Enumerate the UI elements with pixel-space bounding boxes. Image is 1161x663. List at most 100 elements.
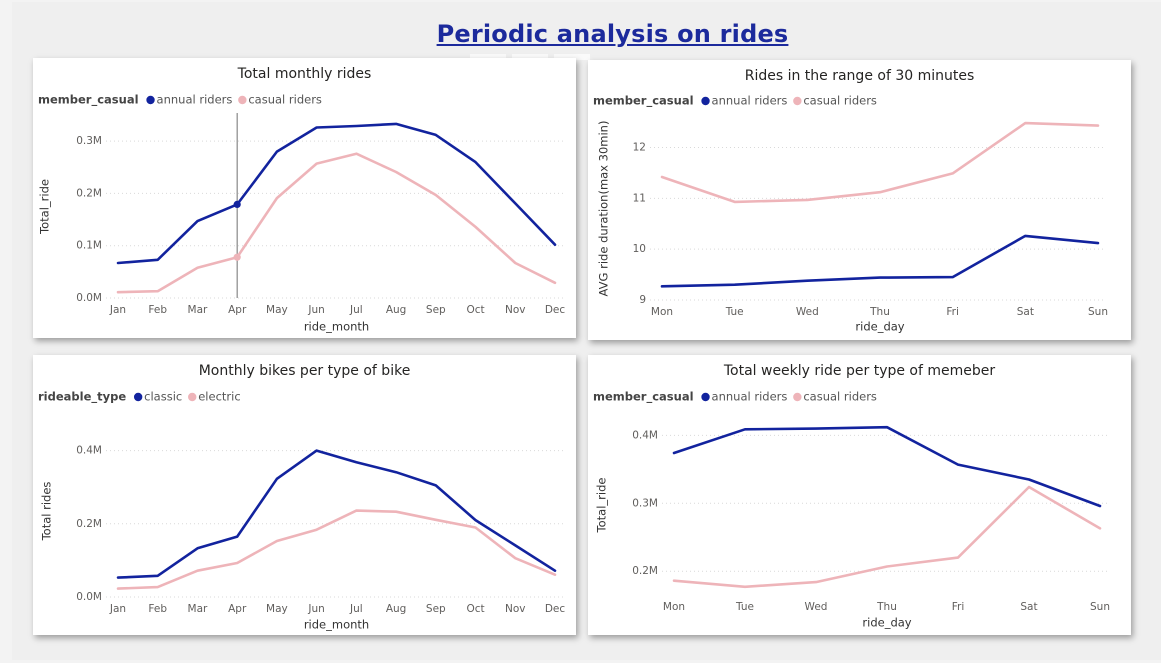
chart-title: Rides in the range of 30 minutes bbox=[745, 68, 975, 84]
x-tick-label: Fri bbox=[946, 306, 959, 318]
x-tick-label: Sep bbox=[426, 603, 446, 615]
y-tick-label: 11 bbox=[633, 192, 646, 204]
chart-monthly-bikes-per-type: Monthly bikes per type of bike rideable_t… bbox=[38, 363, 566, 632]
y-tick-label: 0.3M bbox=[632, 497, 658, 509]
chart-panel-total-weekly-ride[interactable]: Total weekly ride per type of memeber mem… bbox=[588, 355, 1131, 635]
legend-marker-casual-riders[interactable] bbox=[793, 96, 802, 106]
data-point-annual-riders-apr[interactable] bbox=[233, 200, 241, 209]
x-tick-label: Mar bbox=[188, 603, 208, 615]
legend-label-electric[interactable]: electric bbox=[198, 390, 240, 404]
x-tick-label: Tue bbox=[735, 601, 754, 613]
x-tick-label: May bbox=[266, 304, 288, 316]
series-line-classic[interactable] bbox=[116, 449, 557, 579]
series-line-electric[interactable] bbox=[116, 509, 557, 590]
x-tick-label: Feb bbox=[148, 304, 167, 316]
y-axis-title: Total rides bbox=[40, 482, 54, 542]
y-tick-label: 0.4M bbox=[632, 429, 658, 441]
x-tick-label: Mon bbox=[663, 601, 685, 613]
chart-title: Total weekly ride per type of memeber bbox=[723, 363, 996, 379]
tab-2[interactable] bbox=[512, 54, 548, 60]
x-tick-label: May bbox=[266, 603, 288, 615]
x-tick-label: Aug bbox=[386, 603, 407, 615]
legend-marker-casual-riders[interactable] bbox=[238, 95, 247, 105]
y-axis-title: Total_ride bbox=[38, 179, 52, 235]
series-line-casual-riders[interactable] bbox=[672, 485, 1102, 589]
series-line-annual-riders[interactable] bbox=[116, 122, 557, 265]
y-tick-label: 0.0M bbox=[76, 292, 102, 304]
legend-label-annual-riders[interactable]: annual riders bbox=[712, 94, 788, 108]
tab-1[interactable] bbox=[470, 54, 506, 60]
x-tick-label: Jan bbox=[109, 603, 126, 615]
chart-total-weekly-ride: Total weekly ride per type of memeber mem… bbox=[593, 363, 1110, 630]
chart-panel-monthly-bikes-per-type[interactable]: Monthly bikes per type of bike rideable_t… bbox=[33, 355, 576, 635]
series-line-casual-riders[interactable] bbox=[116, 152, 557, 294]
x-tick-label: Mon bbox=[651, 306, 673, 318]
legend-label-casual-riders[interactable]: casual riders bbox=[803, 390, 877, 404]
x-tick-label: Wed bbox=[796, 306, 819, 318]
x-tick-label: Sep bbox=[426, 304, 446, 316]
chart-rides-30-minutes: Rides in the range of 30 minutes member_c… bbox=[593, 68, 1108, 334]
y-tick-label: 0.2M bbox=[632, 565, 658, 577]
x-tick-label: Tue bbox=[725, 306, 744, 318]
chart-title: Monthly bikes per type of bike bbox=[199, 363, 411, 379]
legend-label-annual-riders[interactable]: annual riders bbox=[712, 390, 788, 404]
x-tick-label: Dec bbox=[545, 603, 566, 615]
legend-label-casual-riders[interactable]: casual riders bbox=[248, 93, 322, 107]
chart-panel-total-monthly-rides[interactable]: Total monthly rides member_casual annual r… bbox=[33, 58, 576, 338]
chart-panel-rides-30-minutes[interactable]: Rides in the range of 30 minutes member_c… bbox=[588, 60, 1131, 340]
x-tick-label: Fri bbox=[952, 601, 965, 613]
legend-label-classic[interactable]: classic bbox=[144, 390, 182, 404]
legend-label-annual-riders[interactable]: annual riders bbox=[157, 93, 233, 107]
x-tick-label: Aug bbox=[386, 304, 407, 316]
x-tick-label: Sun bbox=[1090, 601, 1110, 613]
chart-title: Total monthly rides bbox=[237, 66, 372, 82]
y-tick-label: 12 bbox=[633, 142, 646, 154]
x-tick-label: Oct bbox=[466, 603, 484, 615]
y-tick-label: 10 bbox=[633, 243, 646, 255]
x-tick-label: Oct bbox=[466, 304, 484, 316]
x-tick-label: Nov bbox=[505, 304, 525, 316]
x-axis-title: ride_month bbox=[304, 618, 369, 632]
legend-marker-casual-riders[interactable] bbox=[793, 392, 802, 402]
legend-label-casual-riders[interactable]: casual riders bbox=[803, 94, 877, 108]
x-tick-label: Sat bbox=[1017, 306, 1034, 318]
x-tick-label: Thu bbox=[876, 601, 897, 613]
series-line-annual-riders[interactable] bbox=[672, 425, 1102, 508]
legend-marker-electric[interactable] bbox=[188, 392, 197, 402]
x-tick-label: Thu bbox=[869, 306, 890, 318]
legend-key: member_casual bbox=[593, 94, 694, 109]
x-tick-label: Sat bbox=[1020, 601, 1037, 613]
y-tick-label: 9 bbox=[639, 294, 646, 306]
x-tick-label: Jun bbox=[307, 304, 324, 316]
y-tick-label: 0.2M bbox=[76, 187, 102, 199]
legend-marker-annual-riders[interactable] bbox=[146, 95, 155, 105]
x-tick-label: Dec bbox=[545, 304, 566, 316]
x-tick-label: Apr bbox=[228, 304, 247, 316]
legend-marker-annual-riders[interactable] bbox=[701, 96, 710, 106]
x-tick-label: Feb bbox=[148, 603, 167, 615]
x-tick-label: Sun bbox=[1088, 306, 1108, 318]
x-tick-label: Jun bbox=[307, 603, 324, 615]
legend-marker-classic[interactable] bbox=[133, 392, 143, 402]
series-line-annual-riders[interactable] bbox=[660, 234, 1100, 288]
tab-3[interactable] bbox=[554, 54, 590, 60]
x-tick-label: Mar bbox=[188, 304, 208, 316]
series-line-casual-riders[interactable] bbox=[660, 121, 1100, 204]
data-point-casual-riders-apr[interactable] bbox=[233, 253, 241, 261]
page-title: Periodic analysis on rides bbox=[436, 20, 789, 48]
y-tick-label: 0.3M bbox=[76, 135, 102, 147]
y-tick-label: 0.1M bbox=[76, 240, 102, 252]
legend-key: member_casual bbox=[38, 93, 139, 108]
x-tick-label: Wed bbox=[805, 601, 828, 613]
chart-total-monthly-rides: Total monthly rides member_casual annual r… bbox=[38, 66, 566, 334]
y-tick-label: 0.4M bbox=[76, 445, 102, 457]
y-axis-title: Total_ride bbox=[595, 478, 609, 534]
x-tick-label: Apr bbox=[228, 603, 247, 615]
x-axis-title: ride_day bbox=[855, 320, 904, 334]
x-tick-label: Jan bbox=[109, 304, 126, 316]
x-tick-label: Jul bbox=[349, 304, 363, 316]
legend-key: member_casual bbox=[593, 390, 694, 405]
legend-marker-annual-riders[interactable] bbox=[701, 392, 710, 402]
x-tick-label: Jul bbox=[349, 603, 363, 615]
y-axis-title: AVG ride duration(max 30min) bbox=[597, 121, 611, 297]
